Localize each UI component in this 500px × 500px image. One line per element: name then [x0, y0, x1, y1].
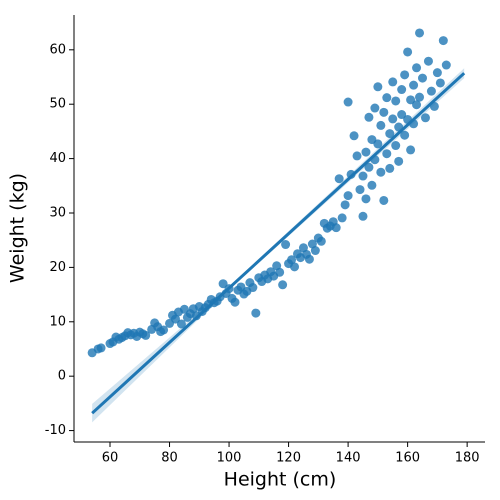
point: [361, 147, 371, 157]
point: [364, 162, 374, 172]
point: [376, 120, 386, 130]
point: [251, 308, 261, 318]
x-tick-label: 60: [102, 451, 119, 466]
point: [367, 180, 377, 190]
point: [275, 267, 285, 277]
y-axis-label: Weight (kg): [7, 173, 29, 283]
point: [349, 131, 359, 141]
point: [382, 93, 392, 103]
point: [218, 279, 228, 289]
point: [438, 36, 448, 46]
y-tick-label: 0: [58, 369, 66, 384]
point: [373, 82, 383, 92]
point: [310, 246, 320, 256]
point: [415, 28, 425, 38]
point: [432, 68, 442, 78]
point: [391, 96, 401, 106]
point: [343, 97, 353, 107]
point: [400, 130, 410, 140]
regression-line: [91, 72, 466, 415]
point: [290, 262, 300, 272]
point: [281, 240, 291, 250]
y-tick-label: 40: [49, 151, 66, 166]
point: [394, 156, 404, 166]
point: [385, 129, 395, 139]
point: [96, 343, 106, 353]
point: [441, 60, 451, 70]
point: [412, 63, 422, 73]
point: [391, 141, 401, 151]
point: [352, 151, 362, 161]
x-tick-label: 140: [336, 451, 361, 466]
point: [412, 100, 422, 110]
point: [176, 319, 186, 329]
point: [358, 211, 368, 221]
y-tick-label: -10: [45, 423, 66, 438]
point: [406, 95, 416, 105]
x-tick-label: 100: [217, 451, 242, 466]
point: [373, 139, 383, 149]
point: [361, 194, 371, 204]
point: [388, 77, 398, 87]
point: [358, 171, 368, 181]
point: [287, 255, 297, 265]
point: [397, 85, 407, 95]
x-tick-label: 120: [276, 451, 301, 466]
point: [340, 200, 350, 210]
point: [278, 280, 288, 290]
point: [400, 70, 410, 80]
point: [415, 92, 425, 102]
point: [385, 163, 395, 173]
point: [316, 236, 326, 246]
point: [426, 86, 436, 96]
point: [355, 185, 365, 195]
x-tick-label: 160: [395, 451, 420, 466]
y-tick-label: 30: [49, 205, 66, 220]
point: [230, 297, 240, 307]
point: [420, 113, 430, 123]
point: [343, 191, 353, 201]
point: [418, 73, 428, 83]
point: [141, 330, 151, 340]
point: [331, 223, 341, 233]
point: [334, 174, 344, 184]
x-tick-label: 80: [161, 451, 178, 466]
x-axis-label: Height (cm): [224, 469, 337, 491]
point: [423, 56, 433, 66]
point: [379, 107, 389, 117]
y-tick-label: 50: [49, 97, 66, 112]
point: [379, 195, 389, 205]
point: [406, 145, 416, 155]
point: [337, 213, 347, 223]
y-tick-label: 10: [49, 314, 66, 329]
point: [248, 283, 258, 293]
point: [403, 47, 413, 57]
point: [364, 112, 374, 122]
point: [397, 110, 407, 120]
x-tick-label: 180: [455, 451, 480, 466]
point: [370, 103, 380, 113]
y-tick-label: 20: [49, 260, 66, 275]
point: [159, 325, 169, 335]
y-tick-label: 60: [49, 42, 66, 57]
point: [304, 254, 314, 264]
point: [388, 114, 398, 124]
point: [382, 149, 392, 159]
point: [376, 167, 386, 177]
point: [435, 78, 445, 88]
point: [170, 314, 180, 324]
point: [409, 80, 419, 90]
